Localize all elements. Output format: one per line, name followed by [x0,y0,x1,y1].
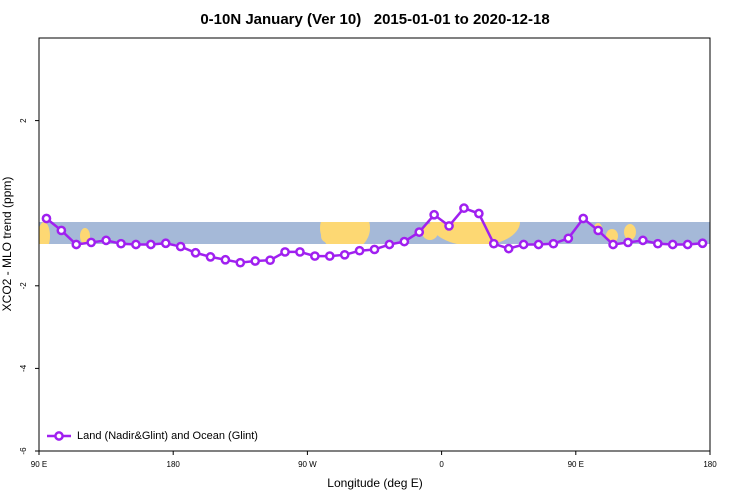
data-point [652,238,663,249]
data-point [474,208,484,219]
x-tick-label: 90 E [568,460,584,469]
chart-title: 0-10N January (Ver 10) 2015-01-01 to 202… [200,11,549,28]
data-point [175,241,186,252]
data-point [339,249,350,260]
data-point [503,243,514,254]
data-point [354,245,365,256]
y-axis-label: XCO2 - MLO trend (ppm) [0,177,14,312]
data-point [265,255,275,266]
map-band [39,222,710,244]
data-point [578,213,589,224]
data-point [548,238,559,249]
data-point [444,221,454,231]
data-point [131,239,141,250]
y-tick-label: 2 [19,118,28,123]
y-tick-label: -6 [19,447,28,455]
plot-frame [38,37,711,452]
x-tick-label: 90 W [298,460,317,469]
data-point [414,227,425,237]
data-point [160,238,171,249]
y-tick-label: -4 [19,364,28,372]
x-tick-label: 180 [703,460,717,469]
data-point [563,233,574,244]
data-point [310,251,320,261]
legend-label: Land (Nadir&Glint) and Ocean (Glint) [77,430,258,442]
x-tick-label: 90 E [31,460,47,469]
y-tick-label: -2 [19,282,28,290]
data-point [667,239,678,250]
data-point [190,247,201,258]
data-point [56,225,67,236]
data-point [399,236,410,247]
data-point [518,239,529,250]
data-point [280,247,290,257]
legend-marker [54,431,64,441]
data-point [235,257,246,268]
data-point [638,235,648,246]
data-point [608,239,618,250]
data-point [459,203,469,214]
x-tick-label: 180 [167,460,181,469]
x-axis-label: Longitude (deg E) [327,476,422,490]
data-point [295,247,305,257]
x-tick-label: 0 [439,460,444,469]
data-point [324,251,335,261]
data-point [116,238,126,249]
data-point [86,237,97,248]
data-point [384,239,395,250]
data-point [623,237,633,248]
data-point [593,225,604,236]
data-point [429,209,439,220]
data-point [682,239,693,250]
data-point [71,239,82,250]
data-point [250,256,261,266]
data-point [41,213,52,224]
data-point [101,235,111,246]
data-point [220,254,231,265]
data-point [533,239,544,250]
data-point [697,238,708,249]
data-point [369,244,380,255]
data-point [488,238,499,249]
data-point [205,252,216,262]
data-point [145,239,156,250]
